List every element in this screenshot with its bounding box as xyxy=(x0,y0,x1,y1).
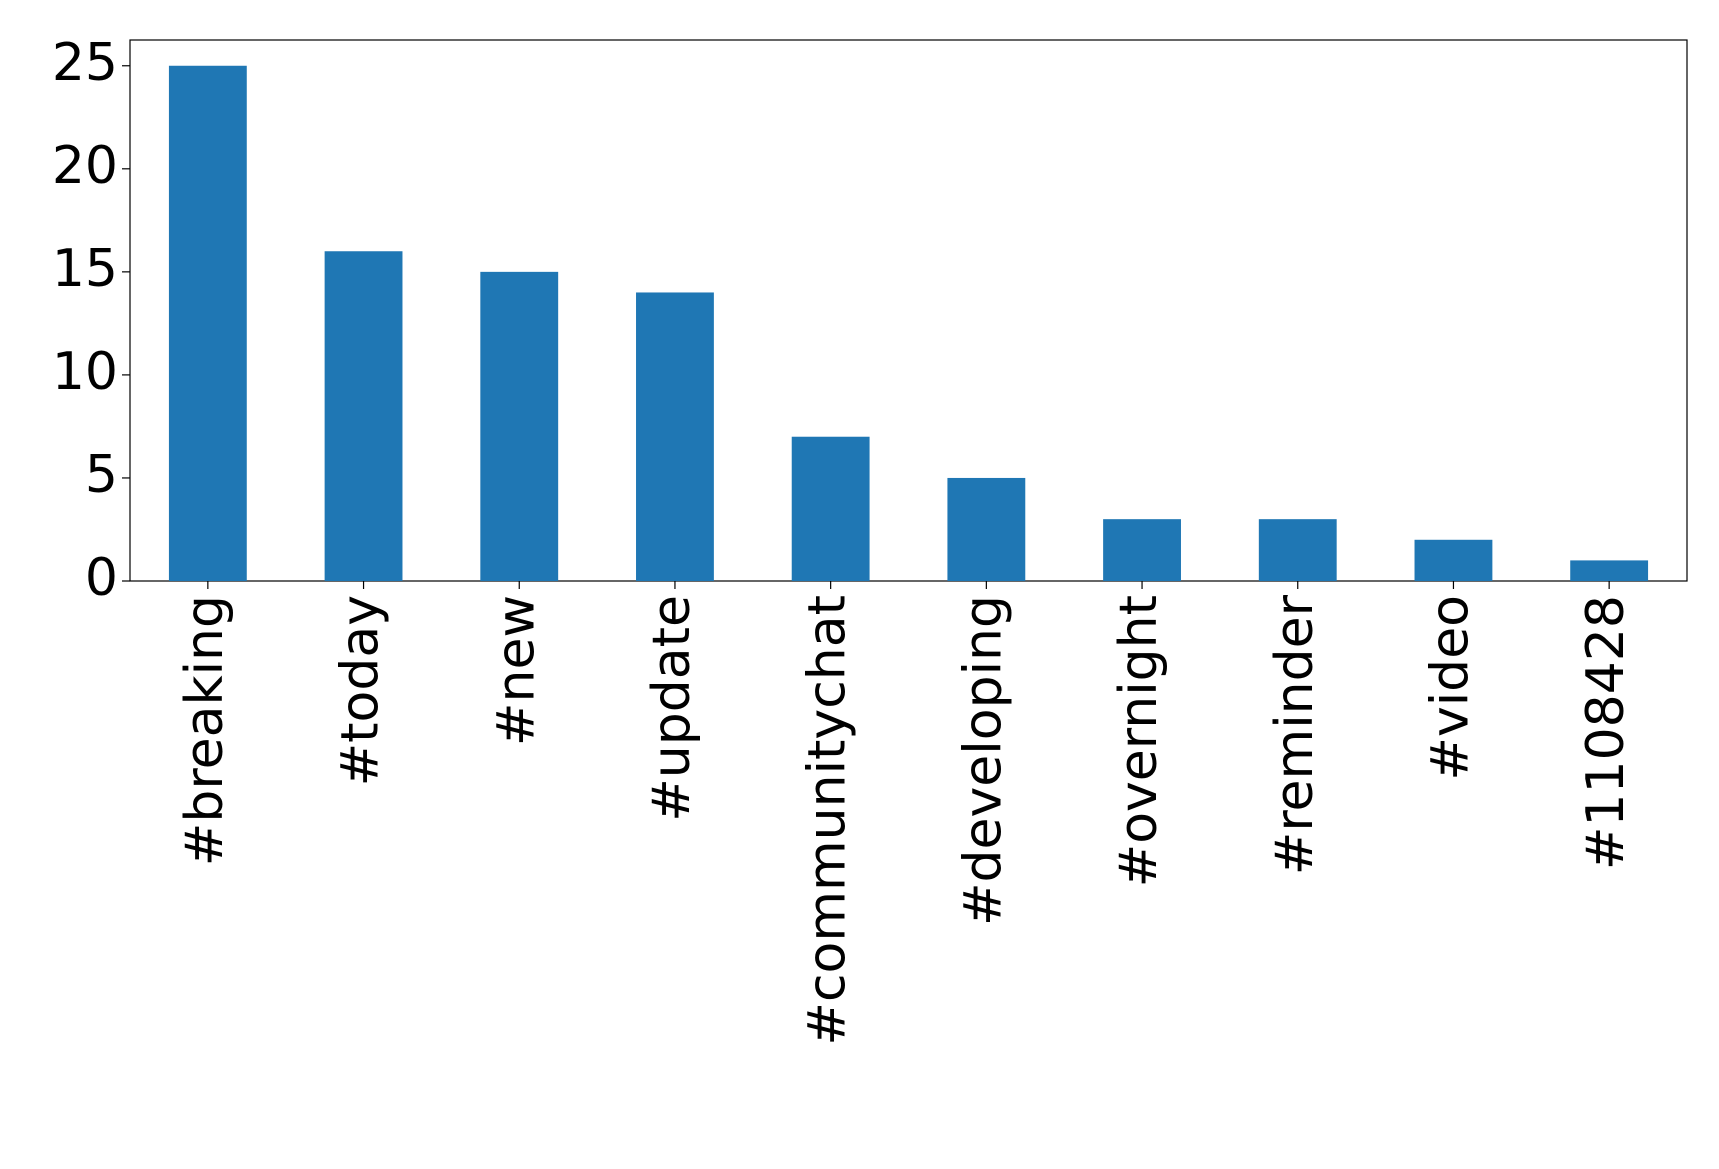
y-tick-label: 0 xyxy=(85,548,118,608)
bar xyxy=(947,477,1026,581)
x-tick-label: #reminder xyxy=(1265,594,1325,875)
bar xyxy=(480,271,559,581)
x-tick-label: #developing xyxy=(953,595,1013,926)
bar xyxy=(636,292,714,581)
plot-frame xyxy=(129,39,1688,582)
bar xyxy=(324,251,403,581)
y-tick-label: 5 xyxy=(85,445,118,505)
bar xyxy=(1570,560,1649,581)
x-tick-label: #overnight xyxy=(1109,595,1169,887)
bar xyxy=(1103,519,1181,581)
x-tick-label: #update xyxy=(642,595,702,822)
x-tick-label: #today xyxy=(331,595,391,786)
bar xyxy=(1414,539,1493,581)
bar xyxy=(791,436,870,581)
x-tick-label: #1108428 xyxy=(1576,595,1636,870)
x-tick-label: #video xyxy=(1420,595,1480,781)
x-tick-label: #new xyxy=(486,595,546,746)
y-tick-label: 15 xyxy=(52,239,118,299)
y-tick-label: 20 xyxy=(52,136,118,196)
x-tick-label: #communitychat xyxy=(798,595,858,1046)
bar xyxy=(168,65,247,581)
y-tick-label: 25 xyxy=(52,33,118,93)
y-tick-label: 10 xyxy=(52,342,118,402)
bar xyxy=(1258,519,1337,581)
x-tick-label: #breaking xyxy=(175,595,235,866)
